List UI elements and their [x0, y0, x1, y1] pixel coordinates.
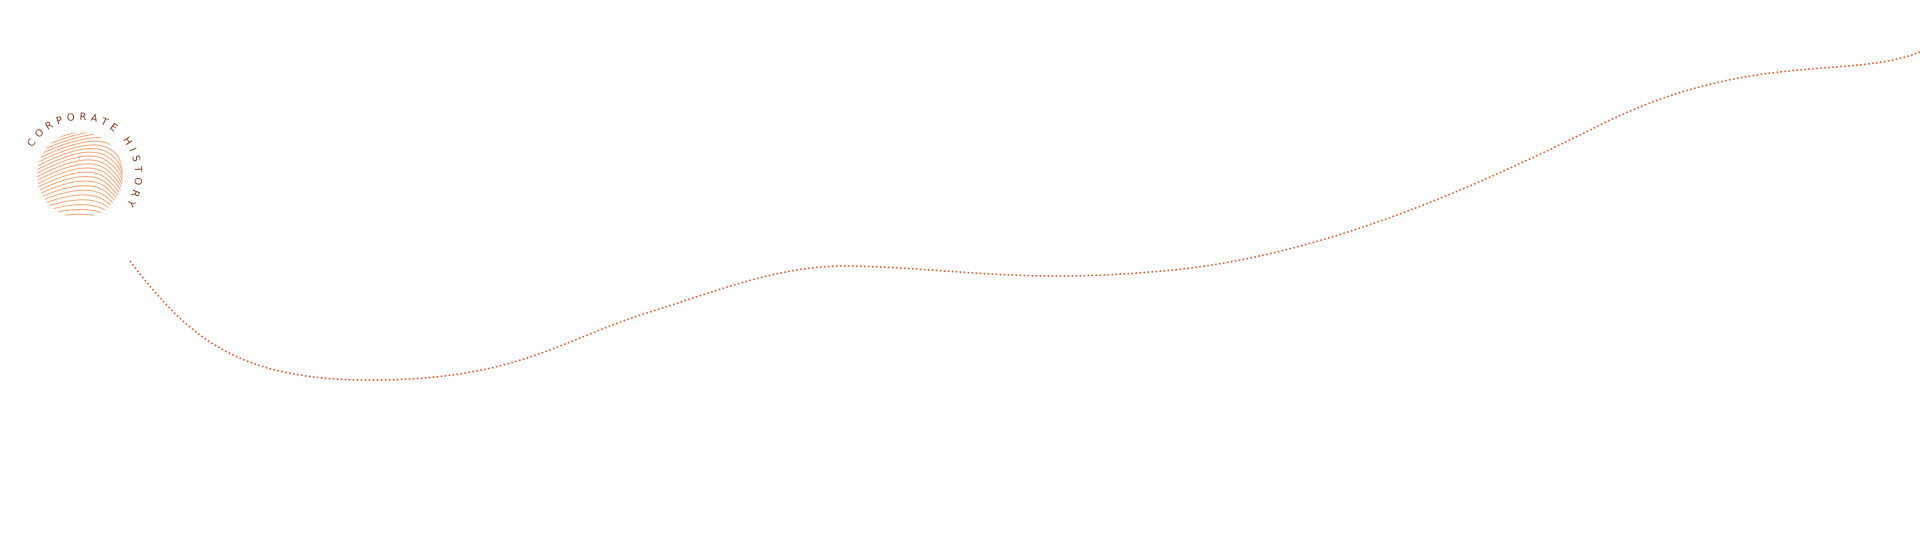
logo-line	[37, 213, 123, 218]
logo-line	[37, 163, 123, 199]
logo-line	[37, 189, 123, 218]
logo: CORPORATE HISTORY	[26, 112, 144, 218]
logo-line	[37, 151, 123, 188]
timeline-dotted-curve	[129, 51, 1920, 381]
logo-line	[37, 144, 123, 181]
logo-line	[37, 132, 123, 166]
logo-line	[37, 208, 123, 218]
logo-line	[37, 199, 123, 218]
logo-line	[37, 185, 123, 218]
logo-line	[37, 176, 123, 210]
logo-line	[37, 148, 123, 184]
logo-line	[37, 167, 123, 203]
logo-line	[37, 194, 123, 218]
logo-line	[37, 155, 123, 192]
logo-line	[37, 171, 123, 207]
logo-text: CORPORATE HISTORY	[26, 112, 144, 212]
logo-line	[37, 140, 123, 177]
logo-line	[37, 180, 123, 214]
logo-line	[37, 204, 123, 218]
logo-line	[37, 159, 123, 196]
